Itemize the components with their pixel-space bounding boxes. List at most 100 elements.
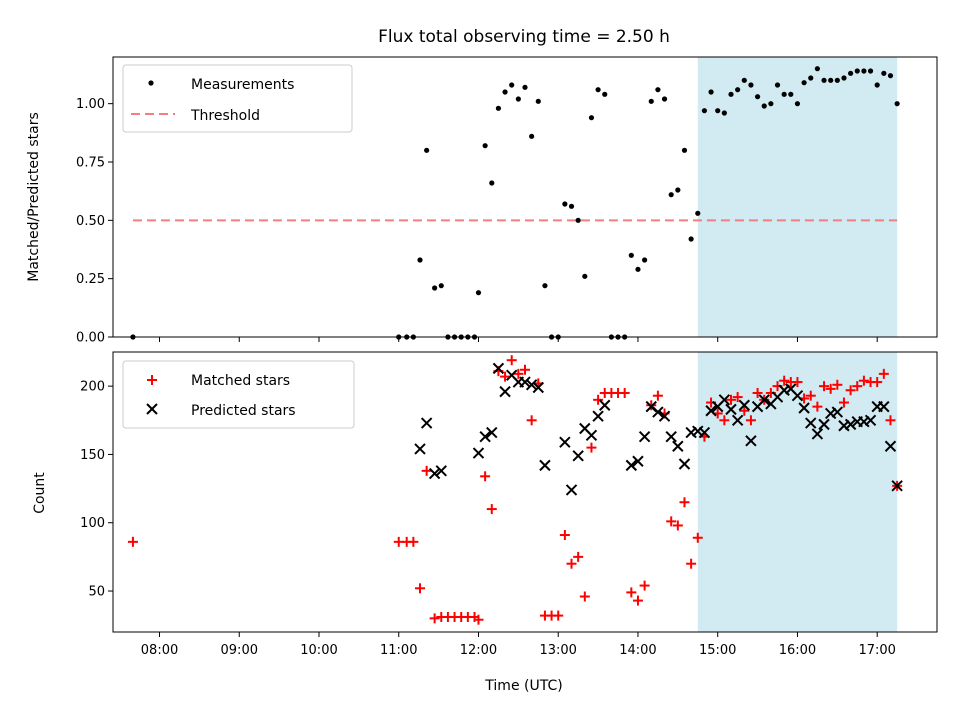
y-tick-label: 0.50 — [76, 214, 105, 229]
top-legend-box — [122, 64, 353, 133]
predicted-star-point — [625, 459, 638, 472]
measurement-point — [438, 283, 444, 289]
matched-star-point — [480, 471, 491, 482]
measurement-point — [808, 75, 814, 81]
measurement-point — [708, 89, 714, 95]
measurement-points — [130, 66, 900, 340]
measurement-point — [741, 77, 747, 83]
x-tick-label: 08:00 — [141, 643, 178, 658]
predicted-star-point — [519, 376, 531, 388]
matched-star-point — [619, 387, 630, 398]
measurement-point — [794, 101, 801, 107]
matched-star-point — [486, 504, 497, 515]
measurement-point — [854, 68, 860, 74]
matched-star-point — [852, 381, 863, 392]
measurement-point — [661, 96, 668, 102]
predicted-star-point — [791, 390, 804, 402]
legend-matched-marker — [147, 375, 157, 385]
predicted-star-point — [665, 430, 677, 443]
measurement-point — [748, 82, 754, 88]
top-legend: Measurements Threshold — [122, 64, 353, 133]
matched-star-point — [805, 390, 816, 401]
matched-star-point — [745, 415, 756, 426]
measurement-point — [568, 203, 575, 209]
bottom-y-axis-label: Count — [32, 472, 48, 514]
matched-star-point — [626, 587, 637, 598]
matched-star-point — [579, 591, 590, 602]
measurement-point — [735, 87, 741, 93]
matched-star-point — [553, 610, 564, 621]
predicted-star-point — [428, 467, 441, 480]
measurement-point — [688, 236, 694, 242]
matched-star-point — [819, 381, 830, 392]
top-y-ticks: 0.00 0.25 0.50 0.75 1.00 — [76, 97, 113, 346]
predicted-star-point — [731, 414, 744, 426]
x-tick-label: 13:00 — [539, 643, 576, 658]
predicted-star-point — [632, 455, 644, 467]
predicted-star-point — [705, 405, 717, 417]
measurement-point — [887, 73, 894, 79]
predicted-star-point — [585, 429, 598, 442]
measurement-point — [655, 87, 661, 93]
measurement-point — [867, 68, 874, 74]
predicted-star-point — [738, 399, 750, 411]
measurement-point — [801, 80, 807, 86]
measurement-point — [529, 133, 535, 139]
matched-star-point — [672, 520, 683, 531]
matched-star-point — [792, 377, 803, 388]
matched-star-point — [845, 385, 856, 396]
predicted-star-point — [884, 440, 897, 452]
measurement-point — [542, 283, 548, 289]
matched-star-point — [559, 530, 570, 541]
bottom-y-ticks: 50 100 150 200 — [80, 380, 113, 600]
bottom-legend: Matched stars Predicted stars — [122, 360, 355, 429]
predicted-star-point — [678, 458, 691, 470]
measurement-point — [588, 115, 595, 121]
matched-star-point — [679, 497, 690, 508]
matched-star-point — [408, 536, 419, 547]
measurement-point — [828, 77, 834, 83]
matched-star-point — [632, 595, 643, 606]
predicted-star-point — [844, 418, 857, 431]
predicted-star-point — [805, 417, 817, 429]
measurement-point — [417, 257, 423, 263]
measurement-point — [648, 98, 654, 104]
chart-title: Flux total observing time = 2.50 h — [378, 27, 670, 47]
x-tick-label: 10:00 — [300, 643, 337, 658]
matched-star-point — [593, 394, 604, 405]
measurement-point — [701, 108, 708, 114]
measurement-point — [834, 77, 840, 83]
matched-star-point — [719, 415, 730, 426]
measurement-point — [642, 257, 648, 263]
predicted-star-point — [878, 400, 890, 413]
matched-star-point — [832, 379, 843, 390]
top-plot-frame — [112, 56, 938, 338]
predicted-star-point — [698, 426, 711, 439]
measurement-point — [681, 147, 688, 153]
predicted-star-point — [565, 484, 578, 496]
measurement-point — [535, 98, 541, 104]
x-tick-label: 14:00 — [619, 643, 656, 658]
matched-star-point — [739, 405, 750, 416]
bottom-plot-frame — [112, 351, 938, 633]
matched-star-point — [415, 583, 426, 594]
matched-star-point — [885, 415, 896, 426]
predicted-star-point — [414, 443, 426, 455]
matched-star-point — [825, 383, 836, 394]
matched-star-point — [566, 558, 577, 569]
bottom-panel: 50 100 150 200 08:00 09:00 10:00 11:00 12:00 13:… — [32, 351, 938, 694]
measurement-point — [668, 192, 674, 198]
predicted-star-point — [658, 410, 671, 422]
highlight-span-bottom — [697, 352, 898, 632]
predicted-star-point — [638, 430, 651, 443]
matched-star-point — [812, 401, 823, 412]
measurement-point — [695, 210, 701, 216]
legend-measurements-label: Measurements — [191, 77, 294, 93]
predicted-star-point — [891, 480, 903, 492]
measurement-point — [515, 96, 521, 102]
matched-star-point — [500, 371, 511, 382]
matched-star-point — [639, 580, 650, 591]
predicted-star-point — [672, 440, 684, 452]
predicted-star-point — [559, 436, 571, 448]
